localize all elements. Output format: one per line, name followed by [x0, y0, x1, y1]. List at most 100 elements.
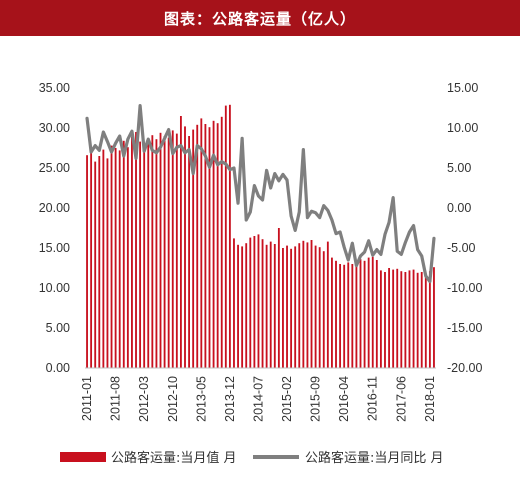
bar [424, 273, 427, 368]
bar [379, 270, 382, 368]
bar [265, 244, 268, 368]
bar [143, 144, 146, 368]
left-tick-label: 30.00 [39, 121, 70, 135]
x-axis: 2011-01 2011-08 2012-03 2012-10 2013-05 2013-… [80, 376, 437, 422]
bar [159, 132, 162, 368]
bar [294, 246, 297, 368]
bar [302, 240, 305, 368]
bar [375, 260, 378, 368]
bar [428, 271, 431, 368]
left-tick-label: 20.00 [39, 201, 70, 215]
right-tick-label: -10.00 [447, 281, 482, 295]
x-tick-label: 2016-04 [337, 376, 351, 422]
right-tick-label: -15.00 [447, 321, 482, 335]
bar [363, 260, 366, 368]
bar [253, 236, 256, 368]
legend: 公路客运量:当月值 月 公路客运量:当月同比 月 [60, 450, 444, 466]
bar [228, 104, 231, 369]
left-tick-label: 0.00 [46, 361, 70, 375]
bar [188, 136, 190, 368]
bar [110, 145, 113, 368]
bar [277, 228, 280, 368]
legend-bar-label: 公路客运量:当月值 月 [111, 450, 237, 466]
bar [216, 123, 219, 368]
bar [314, 245, 317, 368]
bar [273, 244, 276, 368]
bar [404, 272, 407, 368]
legend-line-label: 公路客运量:当月同比 月 [305, 450, 444, 466]
bar [118, 150, 121, 368]
bar [351, 264, 354, 368]
bar [257, 234, 260, 368]
x-tick-label: 2013-12 [223, 376, 237, 422]
x-tick-label: 2018-01 [423, 376, 437, 422]
x-tick-label: 2012-10 [166, 376, 180, 422]
bar [269, 241, 272, 368]
bar [335, 260, 337, 368]
bar [171, 130, 174, 368]
bar [167, 137, 170, 368]
x-tick-label: 2016-11 [366, 376, 380, 421]
left-tick-label: 25.00 [39, 161, 70, 175]
bar [220, 116, 223, 368]
bar [90, 151, 93, 368]
bar [241, 246, 244, 368]
bar [126, 147, 129, 368]
right-tick-label: 0.00 [447, 201, 471, 215]
chart-title-banner: 图表：公路客运量（亿人） [0, 0, 520, 36]
bar [392, 269, 395, 368]
bar-series [86, 104, 435, 369]
bar [184, 126, 186, 369]
right-tick-label: -20.00 [447, 361, 482, 375]
x-tick-label: 2015-02 [280, 376, 294, 422]
bar [196, 124, 199, 368]
bar [249, 237, 252, 368]
right-tick-label: 5.00 [447, 161, 471, 175]
bar [237, 244, 239, 368]
legend-bar-swatch [60, 452, 106, 462]
line-series [85, 103, 436, 284]
bar [131, 136, 133, 368]
bar [290, 248, 293, 368]
bar [408, 270, 411, 368]
bar [416, 272, 419, 368]
bar [339, 264, 342, 368]
x-tick-label: 2015-09 [309, 376, 323, 422]
bar [204, 124, 207, 368]
bar [233, 238, 235, 368]
bar [306, 242, 309, 368]
bar [326, 241, 329, 368]
bar [433, 267, 435, 368]
bar [359, 259, 362, 368]
bar [179, 116, 182, 368]
bar [122, 140, 125, 368]
x-tick-label: 2013-05 [194, 376, 208, 422]
bar [245, 243, 248, 368]
right-tick-label: -5.00 [447, 241, 476, 255]
bar [355, 263, 358, 368]
bar [322, 251, 325, 368]
yoy-line [85, 103, 436, 284]
bar [371, 256, 374, 368]
bar [396, 268, 399, 368]
bar [261, 239, 264, 368]
bar [286, 245, 288, 368]
left-tick-label: 5.00 [46, 321, 70, 335]
bar [94, 161, 97, 368]
chart-title: 图表：公路客运量（亿人） [163, 9, 356, 28]
chart-area: 0.00 5.00 10.00 15.00 20.00 25.00 30.00 35.00 -… [39, 81, 483, 466]
bar [155, 139, 158, 368]
bar [151, 135, 154, 368]
bar [331, 257, 333, 368]
x-tick-label: 2017-06 [394, 376, 408, 422]
left-tick-label: 35.00 [39, 81, 70, 95]
left-tick-label: 15.00 [39, 241, 70, 255]
bar [282, 248, 284, 368]
bar [98, 156, 101, 368]
bar [200, 118, 203, 369]
bar [106, 158, 109, 368]
bar [102, 149, 105, 368]
x-tick-label: 2014-07 [251, 376, 265, 422]
bar [147, 138, 150, 368]
right-tick-label: 15.00 [447, 81, 478, 95]
